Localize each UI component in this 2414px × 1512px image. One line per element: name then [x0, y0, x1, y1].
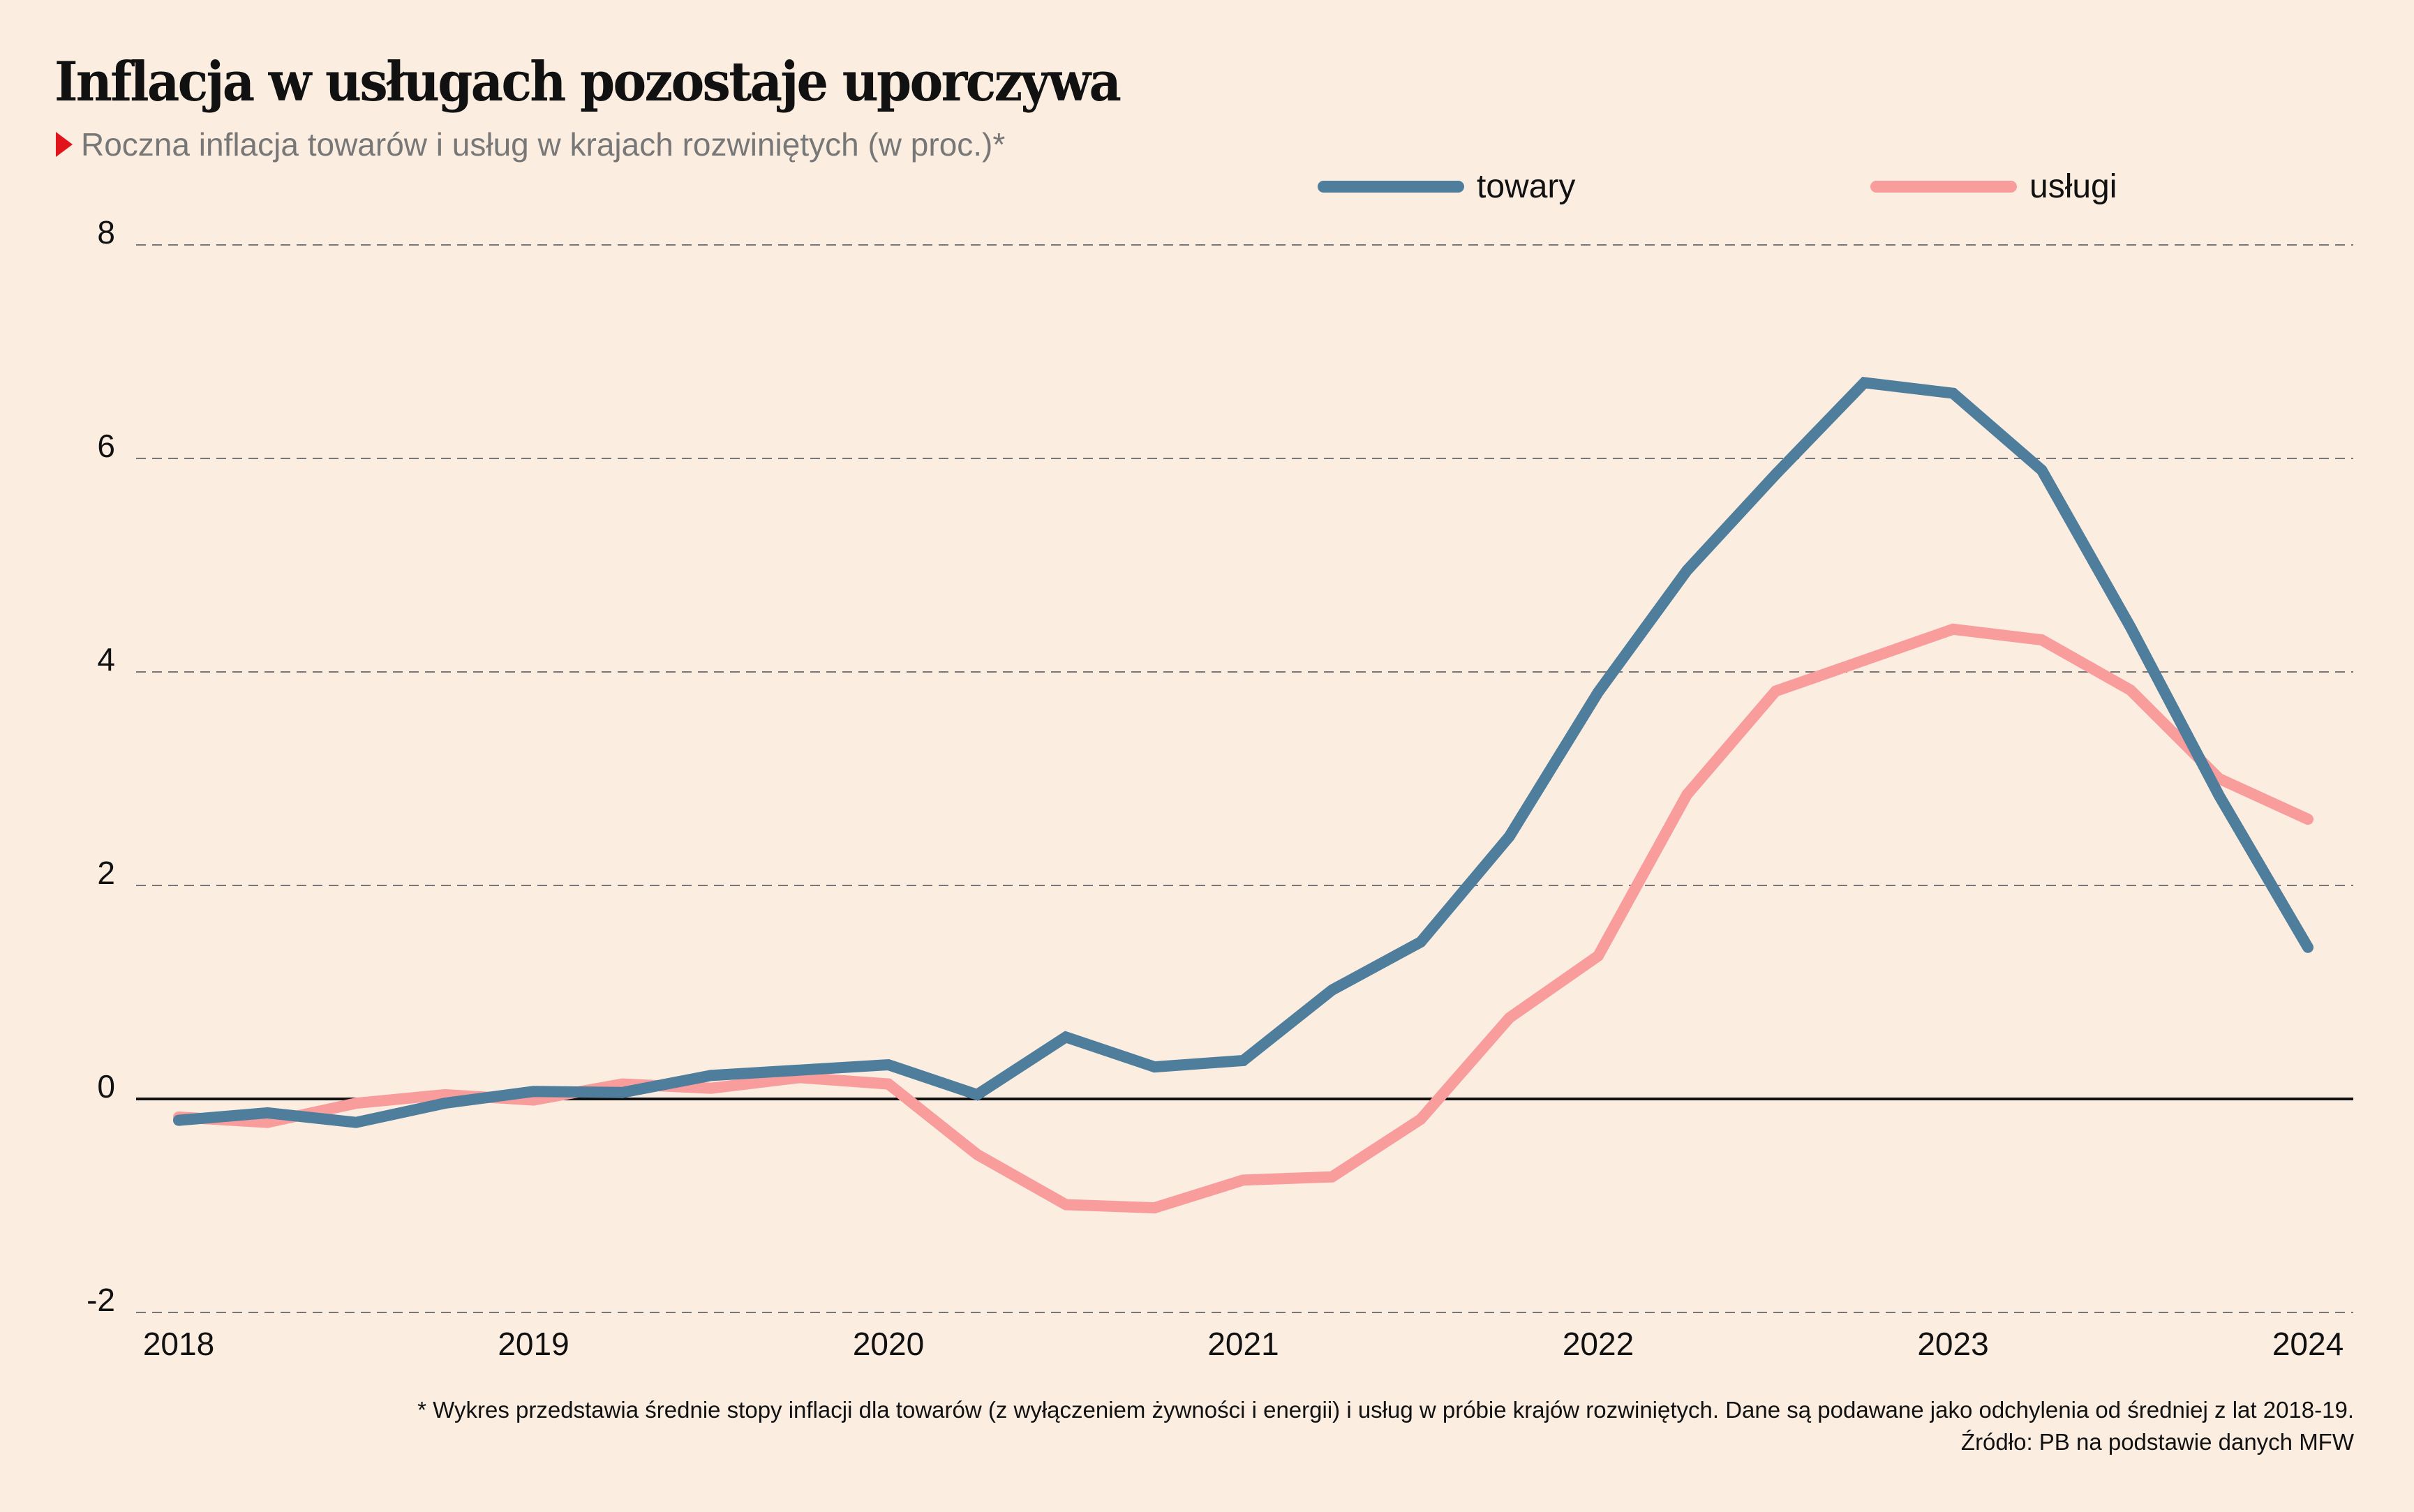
- chart-title: Inflacja w usługach pozostaje uporczywa: [54, 50, 1122, 114]
- series-line-uslugi: [173, 623, 2314, 1214]
- x-tick-label: 2018: [143, 1326, 214, 1362]
- y-tick-label: 0: [97, 1068, 115, 1105]
- series-line-towary: [173, 376, 2314, 1128]
- x-axis-ticks: 2018 2019 2020 2021 2022 2023 2024: [143, 1326, 2344, 1362]
- legend-item-towary: towary: [1318, 167, 1575, 206]
- y-tick-label: 8: [97, 214, 115, 250]
- x-tick-label: 2020: [853, 1326, 924, 1362]
- legend-item-uslugi: usługi: [1870, 167, 2117, 206]
- x-tick-label: 2022: [1563, 1326, 1634, 1362]
- legend-swatch-uslugi: [1870, 181, 2017, 193]
- y-tick-label: 6: [97, 428, 115, 464]
- footnote-note: * Wykres przedstawia średnie stopy infla…: [417, 1397, 2354, 1423]
- legend-label-towary: towary: [1477, 168, 1576, 205]
- x-tick-label: 2021: [1207, 1326, 1279, 1362]
- y-tick-label: 4: [97, 641, 115, 678]
- y-tick-label: -2: [87, 1282, 115, 1318]
- grid-lines: [136, 244, 2353, 1313]
- series-lines: [173, 376, 2314, 1214]
- legend-label-uslugi: usługi: [2029, 168, 2117, 205]
- y-tick-label: 2: [97, 855, 115, 891]
- x-tick-label: 2024: [2272, 1326, 2344, 1362]
- y-axis-ticks: 8 6 4 2 0 -2: [87, 214, 115, 1318]
- chart-subtitle: Roczna inflacja towarów i usług w krajac…: [56, 126, 1005, 163]
- chart-subtitle-text: Roczna inflacja towarów i usług w krajac…: [81, 126, 1006, 163]
- triangle-bullet-icon: [56, 132, 73, 157]
- footnote: * Wykres przedstawia średnie stopy infla…: [417, 1394, 2354, 1458]
- footnote-source: Źródło: PB na podstawie danych MFW: [1960, 1429, 2354, 1455]
- x-tick-label: 2019: [498, 1326, 569, 1362]
- x-tick-label: 2023: [1917, 1326, 1988, 1362]
- legend-swatch-towary: [1318, 181, 1464, 193]
